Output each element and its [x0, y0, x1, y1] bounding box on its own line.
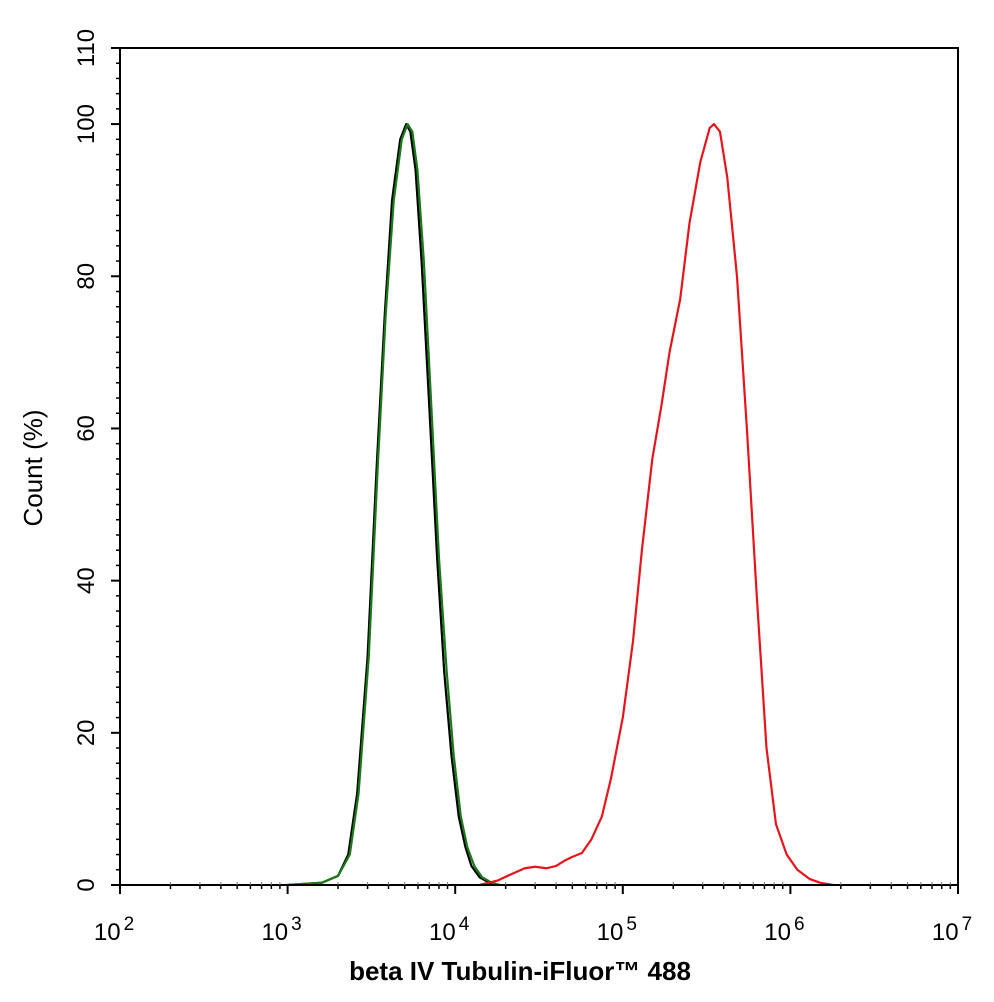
series-layer — [287, 122, 834, 887]
x-tick-exponent: 6 — [794, 914, 805, 935]
y-axis-title: Count (%) — [18, 409, 48, 526]
x-tick-base: 10 — [94, 919, 121, 946]
x-tick-base: 10 — [764, 919, 791, 946]
plot-frame — [119, 47, 959, 886]
y-tick-label: 60 — [73, 415, 100, 442]
y-tick-label: 80 — [73, 263, 100, 290]
y-tick-label: 40 — [73, 567, 100, 594]
x-tick-label: 10 2 — [94, 914, 134, 946]
x-tick-label: 10 6 — [764, 914, 804, 946]
x-tick-label: 10 4 — [429, 914, 470, 946]
series-line-2 — [287, 122, 501, 887]
y-tick-label: 100 — [73, 104, 100, 144]
x-tick-base: 10 — [261, 919, 288, 946]
x-tick-exponent: 5 — [626, 914, 637, 935]
x-axis-title: beta IV Tubulin-iFluor™ 488 — [349, 956, 691, 986]
y-tick-label: 20 — [73, 719, 100, 746]
x-tick-base: 10 — [597, 919, 624, 946]
x-tick-label: 10 7 — [932, 914, 972, 946]
series-line-1 — [287, 122, 499, 887]
x-tick-base: 10 — [932, 919, 959, 946]
y-tick-label: 0 — [73, 878, 100, 891]
x-tick-label: 10 5 — [597, 914, 637, 946]
x-tick-exponent: 4 — [459, 914, 470, 935]
x-tick-exponent: 7 — [962, 914, 973, 935]
x-tick-exponent: 3 — [291, 914, 302, 935]
x-tick-base: 10 — [429, 919, 456, 946]
y-tick-label: 110 — [73, 29, 100, 67]
series-line-3 — [479, 122, 834, 887]
x-tick-exponent: 2 — [124, 914, 135, 935]
x-tick-label: 10 3 — [261, 914, 301, 946]
